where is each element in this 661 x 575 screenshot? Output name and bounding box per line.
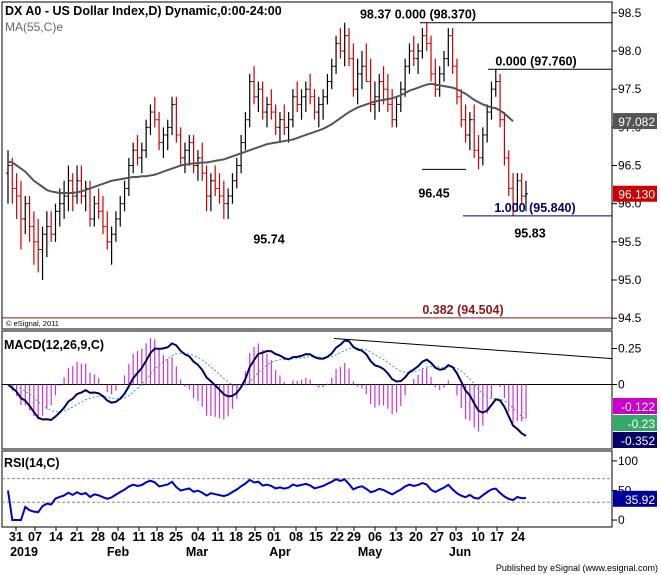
x-month-label: Mar (186, 545, 208, 559)
annotation-97-76: 0.000 (97.760) (495, 54, 576, 68)
annotation-94-504: 0.382 (94.504) (422, 303, 503, 317)
ma-label: MA(55,C)e (5, 20, 63, 34)
x-tick-label: 27 (430, 530, 444, 544)
x-tick-label: 13 (389, 530, 403, 544)
x-tick-label: 06 (368, 530, 382, 544)
chart-title: DX A0 - US Dollar Index,D) Dynamic,0:00-… (5, 4, 282, 18)
macd-divergence-line (333, 337, 613, 360)
x-tick-label: 20 (409, 530, 423, 544)
moving-average-line (7, 82, 514, 194)
macd-y-tick-label: 0.25 (618, 342, 642, 356)
macd-panel (1, 330, 613, 450)
x-tick-label: 28 (91, 530, 105, 544)
rsi-line (7, 478, 527, 522)
x-tick-label: 24 (511, 530, 525, 544)
x-tick-label: 04 (191, 530, 205, 544)
rsi-value-badge-bg (613, 490, 657, 507)
x-month-label: May (358, 545, 382, 559)
rsi-title: RSI(14,C) (4, 456, 60, 470)
macd-signal-line (7, 347, 527, 421)
ma-value-badge: 97.082 (618, 115, 655, 129)
price-y-tick-label: 98.5 (618, 6, 642, 20)
x-tick-label: 25 (169, 530, 183, 544)
last-price-badge-bg (613, 185, 657, 202)
x-tick-label: 18 (150, 530, 164, 544)
price-y-tick-label: 94.5 (618, 311, 642, 325)
x-tick-label: 04 (111, 530, 125, 544)
x-tick-label: 08 (289, 530, 303, 544)
rsi-value-badge: 35.92 (625, 493, 655, 507)
macd-signal-badge: -0.23 (628, 417, 656, 431)
annotation-95-83: 95.83 (514, 227, 545, 241)
price-y-tick-label: 95.0 (618, 273, 642, 287)
annotation-95-74: 95.74 (253, 233, 284, 247)
x-tick-label: 21 (70, 530, 84, 544)
x-tick-label: 14 (49, 530, 63, 544)
x-tick-label: 29 (347, 530, 361, 544)
x-tick-label: 22 (330, 530, 344, 544)
rsi-y-tick-label: 0 (618, 513, 625, 527)
rsi-y-tick-label: 100 (618, 454, 638, 468)
annotation-96-45: 96.45 (418, 186, 449, 200)
x-month-label: Apr (269, 545, 291, 559)
macd-value-badge-bg (613, 432, 657, 448)
x-tick-label: 31 (9, 530, 23, 544)
x-tick-label: 01 (267, 530, 281, 544)
x-tick-label: 11 (132, 530, 145, 544)
macd-histogram-badge-bg (613, 398, 657, 414)
x-tick-label: 18 (229, 530, 243, 544)
x-month-label: 2019 (10, 545, 38, 559)
copyright-label: © eSignal, 2011 (6, 319, 59, 328)
x-tick-label: 25 (248, 530, 262, 544)
macd-title: MACD(12,26,9,C) (4, 338, 104, 352)
macd-value-badge: -0.352 (621, 434, 655, 448)
macd-y-tick-label: 0 (618, 378, 625, 392)
price-y-tick-label: 98.0 (618, 44, 642, 58)
x-tick-label: 10 (471, 530, 485, 544)
x-month-label: Jun (449, 545, 471, 559)
rsi-panel (1, 450, 613, 528)
macd-histogram-badge: -0.122 (621, 400, 655, 414)
price-y-tick-label: 96.5 (618, 159, 642, 173)
macd-signal-badge-bg (613, 415, 657, 431)
price-y-tick-label: 95.5 (618, 235, 642, 249)
x-tick-label: 07 (28, 530, 42, 544)
macd-line (7, 339, 527, 437)
annotation-98-37: 98.37 0.000 (98.370) (360, 8, 476, 22)
x-tick-label: 03 (449, 530, 463, 544)
ma-value-badge-bg (613, 113, 657, 130)
annotation-95-84: 1.000 (95.840) (494, 201, 575, 215)
x-month-label: Feb (107, 545, 130, 559)
price-panel (1, 1, 613, 330)
x-tick-label: 17 (490, 530, 504, 544)
price-y-tick-label: 97.5 (618, 82, 642, 96)
x-tick-label: 11 (211, 530, 224, 544)
last-price-badge: 96.130 (618, 188, 655, 202)
published-by-label: Published by eSignal (www.esignal.com) (496, 563, 658, 573)
x-tick-label: 15 (309, 530, 323, 544)
